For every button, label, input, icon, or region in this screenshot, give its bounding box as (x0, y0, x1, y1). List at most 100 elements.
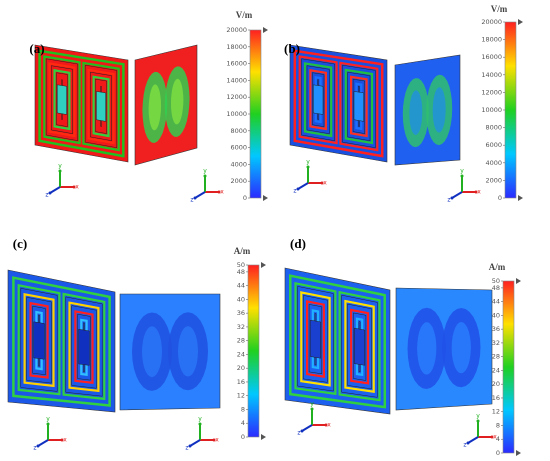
colorbar (249, 29, 262, 199)
colorbar-marker (516, 278, 521, 284)
colorbar-tick-label: 12000 (226, 93, 247, 101)
colorbar (504, 21, 517, 199)
colorbar-tick-label: 4 (496, 435, 500, 443)
colorbar-tick-label: 32 (492, 339, 500, 347)
colorbar-tick-label: 8000 (230, 127, 247, 135)
coil-loop (87, 68, 115, 145)
axis-head (60, 438, 64, 442)
colorbar-marker (261, 262, 266, 268)
colorbar-marker (263, 195, 268, 201)
axis-label: y (58, 163, 62, 170)
field-core (451, 322, 471, 374)
colorbar-unit: A/m (489, 262, 506, 272)
axis-head (58, 169, 62, 173)
coil-center (96, 91, 106, 122)
panel: x y z x y z (b) V/m 0 2000 4000 6000 8000 10000 12000 1… (284, 4, 523, 204)
field-core (178, 326, 198, 377)
axis-head (296, 187, 300, 191)
colorbar-tick-label: 10000 (226, 110, 247, 118)
coil-center (309, 319, 321, 359)
coil-loop (17, 283, 61, 396)
coil-loop (92, 75, 110, 138)
coil-center (57, 84, 67, 115)
coil-loop (309, 69, 327, 131)
coil-loop (303, 62, 333, 138)
colorbar-tick-label: 16 (237, 378, 245, 386)
colorbar-tick-label: 36 (492, 325, 500, 333)
coil-gap (303, 295, 328, 383)
axis-label: x (493, 434, 497, 441)
axis-head (212, 438, 216, 442)
axis-label: y (310, 401, 314, 408)
colorbar-tick-label: 10000 (481, 106, 502, 114)
axis-head (310, 407, 314, 411)
colorbar-tick-label: 18000 (226, 43, 247, 51)
colorbar-tick-label: 24 (237, 350, 245, 358)
colorbar-tick-label: 18000 (481, 36, 502, 44)
axis-label: x (63, 437, 67, 444)
axis-label: z (447, 197, 450, 204)
coil-gap (65, 296, 103, 397)
coil-loop (338, 290, 381, 402)
colorbar-marker (518, 19, 523, 25)
axis-head (476, 419, 480, 423)
coil-gap (347, 71, 371, 141)
coil-center (353, 91, 364, 122)
coil-loop (43, 55, 81, 145)
axis-head (460, 174, 464, 178)
axis-head (48, 191, 52, 195)
coil-gap (90, 71, 112, 141)
colorbar-tick-label: 12 (492, 408, 500, 416)
axis-label: y (460, 168, 464, 175)
colorbar-tick-label: 8 (496, 421, 500, 429)
axis-arrow (194, 191, 206, 199)
coil-gap (312, 72, 325, 127)
coil-loop (306, 300, 326, 378)
coil-gap (26, 296, 52, 384)
axis-arrow (301, 424, 313, 432)
outer-coil (38, 49, 125, 158)
panel-label: (b) (284, 41, 300, 56)
axis-arrow (49, 186, 61, 194)
axis-label: y (306, 159, 310, 166)
field-core (432, 87, 446, 133)
outer-coil (289, 274, 387, 409)
colorbar-marker (261, 434, 266, 440)
coil-gap (301, 58, 335, 141)
axis-head (188, 444, 192, 448)
axis-arrow (467, 436, 479, 444)
colorbar-marker (518, 195, 523, 201)
axis-head (36, 444, 40, 448)
coil-center (313, 84, 324, 115)
axis-head (217, 190, 221, 194)
colorbar-unit: A/m (234, 246, 251, 256)
outer-coil (12, 276, 111, 407)
coil-gap (306, 65, 330, 134)
coil-center (33, 321, 45, 360)
coil-gap (308, 304, 323, 375)
coil-gap (341, 294, 378, 398)
coil-loop (298, 55, 338, 145)
axis-head (306, 165, 310, 169)
colorbar-tick-label: 50 (237, 261, 245, 269)
coil-gap (347, 303, 372, 390)
coil-loop (48, 62, 76, 138)
panel-label: (c) (13, 236, 27, 251)
panel-label: (d) (290, 236, 306, 251)
axis-head (320, 181, 324, 185)
axis-label: z (190, 197, 193, 204)
axis-head (450, 196, 454, 200)
coil-loop (82, 61, 120, 152)
colorbar-tick-label: 24 (492, 366, 500, 374)
axis-label: y (198, 416, 202, 423)
colorbar-tick-label: 20 (492, 380, 500, 388)
colorbar-tick-label: 36 (237, 309, 245, 317)
colorbar-tick-label: 2000 (230, 177, 247, 185)
colorbar-tick-label: 28 (237, 337, 245, 345)
coil-loop (300, 291, 331, 387)
colorbar-tick-label: 8000 (485, 124, 502, 132)
colorbar-tick-label: 44 (492, 298, 500, 306)
coil-gap (45, 58, 79, 141)
coil-gap (51, 65, 73, 134)
